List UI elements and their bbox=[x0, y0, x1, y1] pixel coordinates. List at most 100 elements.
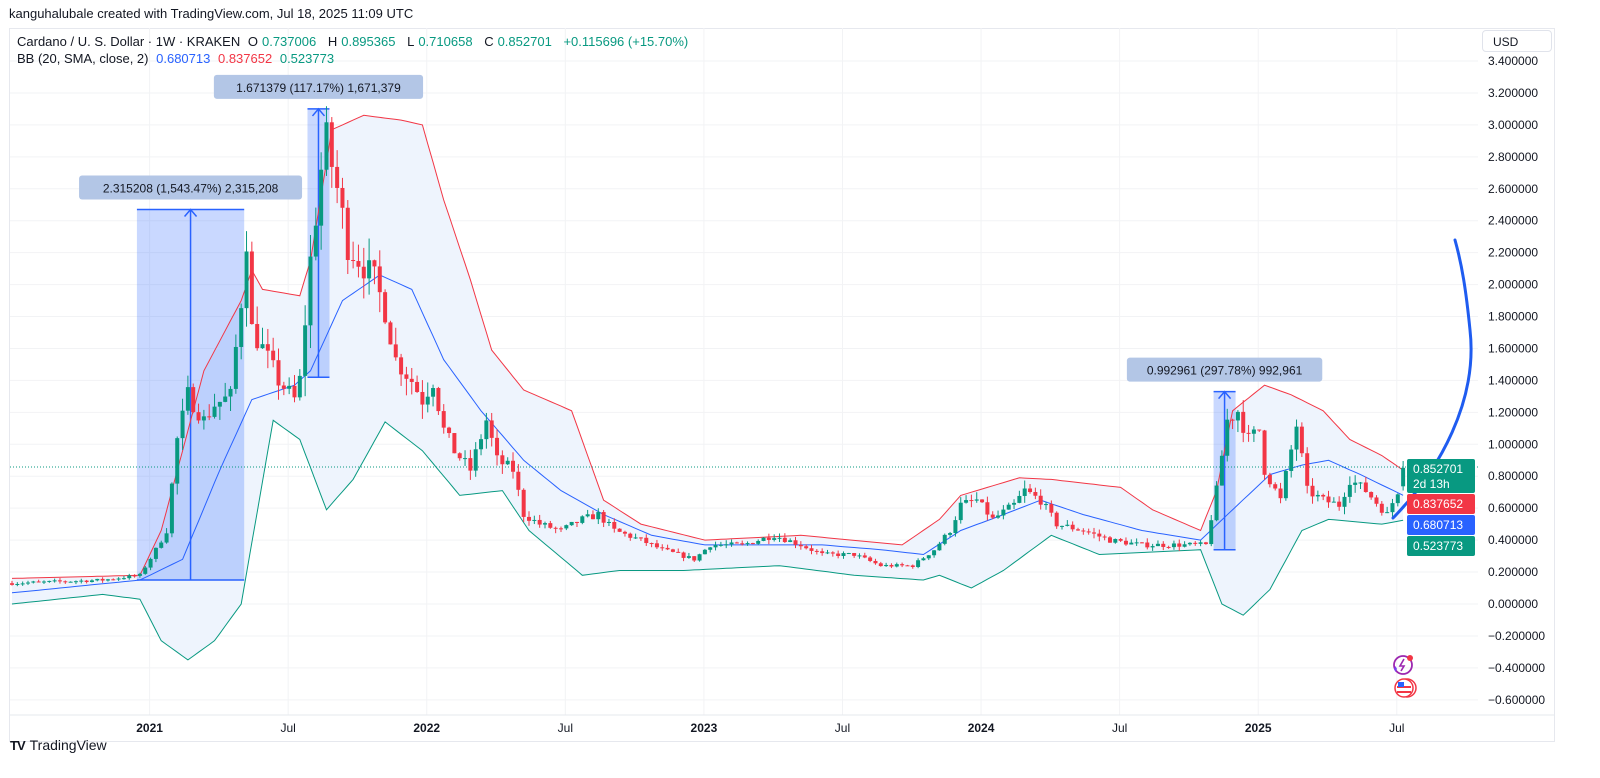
candle bbox=[271, 350, 276, 361]
price-axis: 3.400000 3.200000 3.000000 2.800000 2.600000… bbox=[1488, 54, 1545, 707]
candle bbox=[463, 458, 468, 460]
candle bbox=[105, 579, 110, 581]
candle bbox=[1299, 426, 1304, 454]
candle bbox=[175, 438, 180, 484]
candle bbox=[79, 580, 84, 582]
price-tag bbox=[1407, 494, 1475, 514]
candle bbox=[1390, 503, 1395, 513]
candle bbox=[367, 260, 372, 279]
candle bbox=[143, 567, 148, 574]
candle bbox=[1054, 512, 1059, 527]
price-tick-label: 2.600000 bbox=[1488, 182, 1538, 196]
candle bbox=[820, 551, 825, 554]
lightning-icon bbox=[1393, 655, 1413, 675]
candle bbox=[1262, 430, 1267, 475]
price-tick-label: 2.000000 bbox=[1488, 278, 1538, 292]
measure-label: 2.315208 (1,543.47%) 2,315,208 bbox=[103, 182, 279, 196]
candle bbox=[169, 483, 174, 534]
bb-basis-value: 0.680713 bbox=[156, 51, 211, 66]
candle bbox=[1198, 542, 1203, 544]
candle bbox=[10, 583, 14, 585]
candle bbox=[1401, 467, 1406, 487]
candle bbox=[1113, 538, 1118, 543]
candle bbox=[836, 553, 841, 556]
chart-frame bbox=[9, 28, 1555, 742]
price-tick-label: 1.600000 bbox=[1488, 341, 1538, 355]
candle bbox=[393, 344, 398, 358]
candle bbox=[1102, 536, 1107, 538]
price-tag bbox=[1407, 536, 1475, 556]
symbol-title[interactable]: Cardano / U. S. Dollar · 1W · KRAKEN bbox=[17, 34, 241, 49]
candle bbox=[260, 344, 265, 349]
candle bbox=[878, 563, 883, 567]
currency-selector[interactable]: USD bbox=[1482, 30, 1552, 52]
candle bbox=[1049, 504, 1054, 513]
candle bbox=[1225, 419, 1230, 456]
price-tick-label: 2.400000 bbox=[1488, 214, 1538, 228]
bb-indicator-label[interactable]: BB (20, SMA, close, 2) bbox=[17, 51, 149, 66]
candle bbox=[1305, 453, 1310, 486]
candle bbox=[196, 412, 201, 421]
candle bbox=[980, 499, 985, 503]
candle bbox=[910, 565, 915, 567]
candle bbox=[585, 514, 590, 517]
candle bbox=[153, 547, 158, 559]
candle bbox=[15, 583, 20, 585]
time-tick-label: Jul bbox=[1389, 721, 1404, 735]
candle bbox=[356, 261, 361, 267]
candle bbox=[217, 401, 222, 407]
candle bbox=[388, 322, 393, 345]
candle bbox=[745, 543, 750, 545]
candle bbox=[649, 543, 654, 545]
candle bbox=[233, 346, 238, 389]
candle bbox=[1001, 509, 1006, 516]
candle bbox=[830, 552, 835, 554]
tradingview-logo[interactable]: TV TradingView bbox=[10, 737, 107, 753]
low-value: 0.710658 bbox=[418, 34, 473, 49]
candle bbox=[489, 420, 494, 438]
price-tick-label: 1.400000 bbox=[1488, 373, 1538, 387]
candle bbox=[1337, 501, 1342, 507]
time-tick-label: Jul bbox=[835, 721, 850, 735]
candle bbox=[164, 533, 169, 543]
candle bbox=[159, 542, 164, 548]
candle bbox=[1091, 532, 1096, 534]
time-axis: 2021 Jul 2022 Jul 2023 Jul 2024 Jul 2025 Jul bbox=[10, 714, 1555, 735]
candle bbox=[111, 579, 116, 581]
candle bbox=[297, 375, 302, 398]
candle bbox=[777, 537, 782, 539]
candle bbox=[1395, 494, 1400, 504]
candle bbox=[335, 166, 340, 188]
candle bbox=[788, 540, 793, 543]
open-value: 0.737006 bbox=[261, 34, 317, 49]
candle bbox=[527, 516, 532, 521]
candle bbox=[569, 521, 574, 526]
candle bbox=[1219, 455, 1224, 486]
price-tick-label: 0.600000 bbox=[1488, 501, 1538, 515]
measure-label-bg bbox=[213, 74, 424, 99]
candle bbox=[1278, 488, 1283, 499]
candle bbox=[1187, 542, 1192, 545]
candle bbox=[969, 500, 974, 502]
high-value: 0.895365 bbox=[341, 34, 396, 49]
candle bbox=[606, 521, 611, 523]
candle bbox=[516, 471, 521, 490]
candle bbox=[148, 558, 153, 568]
candle bbox=[377, 266, 382, 293]
price-tick-label: 0.000000 bbox=[1488, 597, 1538, 611]
candle bbox=[1193, 542, 1198, 544]
candle bbox=[905, 565, 910, 567]
candle bbox=[63, 581, 68, 583]
candle bbox=[1012, 502, 1017, 505]
candle bbox=[921, 558, 926, 561]
candle bbox=[303, 325, 308, 376]
candle bbox=[638, 537, 643, 539]
candle bbox=[1267, 474, 1272, 485]
candle bbox=[441, 411, 446, 428]
candle bbox=[1241, 411, 1246, 433]
candle bbox=[420, 391, 425, 405]
candle bbox=[201, 416, 206, 421]
candle bbox=[1246, 432, 1251, 434]
candle bbox=[276, 360, 281, 386]
